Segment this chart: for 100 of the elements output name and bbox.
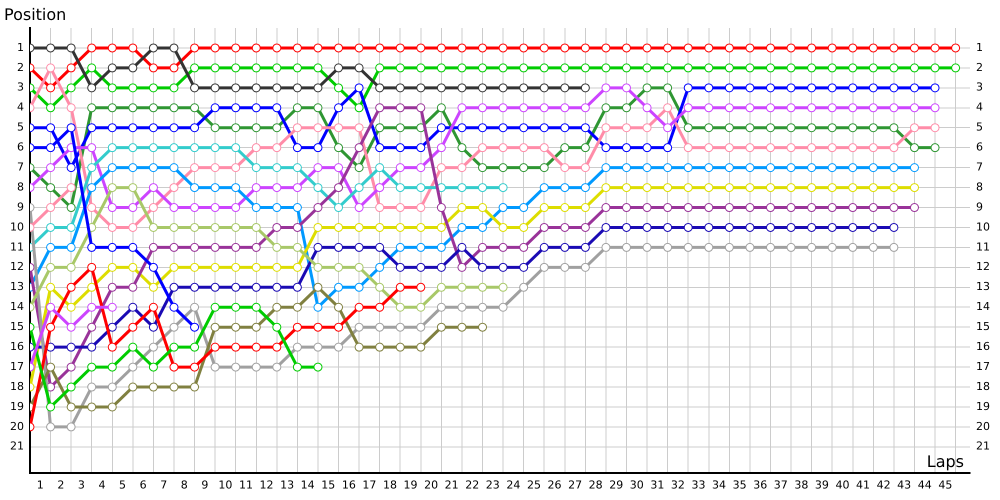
y2-tick-label: 15 [976,320,990,334]
point [519,282,528,292]
point [354,242,364,252]
point [128,83,138,92]
point [848,83,858,92]
point [272,103,282,112]
point [334,43,344,52]
point [889,143,898,152]
point [375,342,384,352]
point [169,342,178,352]
point [560,183,570,192]
y-tick-label: 14 [10,300,24,314]
point [396,222,405,232]
point [436,143,446,152]
point [807,63,816,72]
point [786,83,796,92]
point [848,63,858,72]
x-tick-label: 18 [382,478,397,492]
x-tick-label: 5 [119,478,126,492]
point [601,103,610,112]
point [231,302,240,312]
point [540,103,549,112]
point [272,83,282,92]
point [190,362,200,372]
point [148,183,158,192]
point [313,43,322,52]
point [745,242,754,252]
point [478,302,488,312]
point [580,83,590,92]
point [231,63,240,72]
point [252,63,261,72]
point [457,103,466,112]
point [540,43,549,52]
point [786,103,796,112]
x-tick-label: 10 [218,478,232,492]
point [478,63,488,72]
point [540,163,549,172]
point [46,203,56,212]
point [396,123,405,132]
y2-tick-label: 9 [976,200,984,214]
point [128,163,138,172]
point [396,183,405,192]
point [724,83,734,92]
point [190,103,200,112]
point [292,342,302,352]
point [252,342,261,352]
point [580,222,590,232]
point [416,222,426,232]
point [704,83,714,92]
point [560,242,570,252]
point [231,242,240,252]
point [519,83,528,92]
point [66,422,76,432]
point [313,322,322,332]
point [334,203,344,212]
point [868,222,878,232]
point [128,282,138,292]
point [766,43,775,52]
point [498,143,508,152]
point [252,362,261,372]
y2-tick-label: 12 [976,260,990,274]
point [622,242,631,252]
point [519,123,528,132]
point [66,83,76,92]
point [868,103,878,112]
point [169,163,178,172]
point [910,143,919,152]
point [436,123,446,132]
point [128,103,138,112]
x-tick-label: 2 [57,478,64,492]
y-axis-title: Position [4,5,66,24]
point [416,203,426,212]
point [457,163,466,172]
point [745,183,754,192]
point [457,222,466,232]
point [478,242,488,252]
point [910,83,919,92]
point [313,103,322,112]
point [601,63,610,72]
point [252,123,261,132]
y-tick-label: 17 [10,360,24,373]
point [745,143,754,152]
point [766,123,775,132]
point [766,63,775,72]
point [724,242,734,252]
point [108,362,117,372]
point [334,342,344,352]
point [313,362,322,372]
point [416,342,426,352]
point [210,63,220,72]
point [272,222,282,232]
point [190,222,200,232]
point [396,342,405,352]
point [272,123,282,132]
point [108,203,117,212]
y2-tick-label: 21 [976,440,990,453]
point [642,203,652,212]
point [354,222,364,232]
point [66,183,76,192]
point [210,302,220,312]
